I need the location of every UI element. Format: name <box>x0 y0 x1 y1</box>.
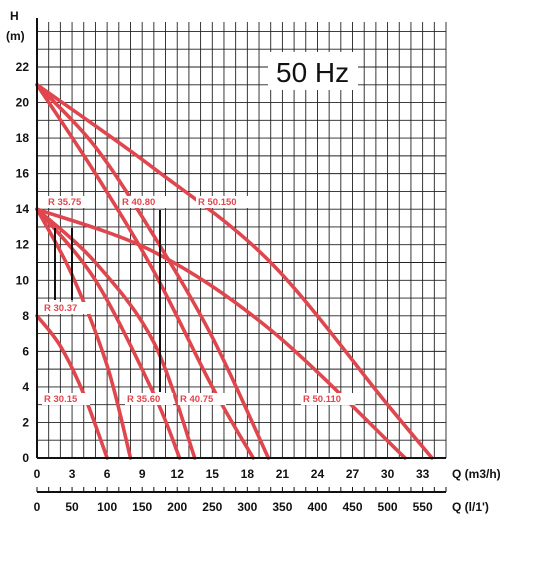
curve-label-bg <box>178 393 227 405</box>
y-axis-label: H <box>10 9 19 23</box>
curve-label: R 50.150 <box>198 197 237 208</box>
x2-tick-label: 100 <box>97 500 117 514</box>
curve-r-50-150 <box>35 82 434 460</box>
curve-label-bg <box>46 196 95 208</box>
curve-label-bg <box>125 393 174 405</box>
curve-label: R 40.80 <box>122 197 155 208</box>
y-tick-label: 20 <box>16 96 30 110</box>
x-tick-label: 18 <box>241 467 255 481</box>
x2-axis-label: Q (l/1') <box>452 500 489 514</box>
x-tick-label: 33 <box>416 467 430 481</box>
curve-r-50-110 <box>35 207 407 460</box>
y-tick-label: 22 <box>16 60 30 74</box>
x-tick-label: 21 <box>276 467 290 481</box>
x-tick-label: 24 <box>311 467 325 481</box>
y-axis-unit: (m) <box>6 29 25 43</box>
chart-title: 50 Hz <box>276 57 349 88</box>
curve-r-35-60 <box>35 207 182 460</box>
curve-label-bg <box>301 393 356 405</box>
x-tick-label: 0 <box>34 467 41 481</box>
curve-label: R 30.37 <box>44 303 77 314</box>
y-tick-label: 18 <box>16 131 30 145</box>
x2-tick-label: 550 <box>413 500 433 514</box>
curve-label-bg <box>120 196 169 208</box>
y-tick-label: 0 <box>22 451 29 465</box>
x2-tick-label: 250 <box>202 500 222 514</box>
x2-tick-label: 400 <box>307 500 327 514</box>
x-tick-label: 6 <box>104 467 111 481</box>
y-tick-label: 12 <box>16 238 30 252</box>
x2-tick-label: 50 <box>65 500 79 514</box>
curve-label: R 35.75 <box>48 197 82 208</box>
x-tick-label: 3 <box>69 467 76 481</box>
curve-label-bg <box>42 302 91 314</box>
operating-markers <box>54 210 161 392</box>
curve-label-bg <box>196 196 251 208</box>
y-tick-label: 8 <box>22 309 29 323</box>
curve-r-35-75 <box>35 82 255 460</box>
y-tick-label: 16 <box>16 167 30 181</box>
x2-tick-label: 0 <box>34 500 41 514</box>
x2-tick-label: 200 <box>167 500 187 514</box>
curve-label: R 35.60 <box>127 394 160 405</box>
x2-tick-label: 450 <box>342 500 362 514</box>
x-tick-label: 12 <box>171 467 185 481</box>
x2-tick-label: 500 <box>378 500 398 514</box>
y-tick-label: 6 <box>22 344 29 358</box>
curve-labels: R 35.75 R 40.80 R 50.150 R 30.37 R 30.15 R 35… <box>42 196 356 405</box>
curve-r-30-15 <box>35 314 109 460</box>
curve-label: R 50.110 <box>303 394 341 405</box>
curve-label: R 30.15 <box>44 394 78 405</box>
curves <box>35 82 434 460</box>
curve-label-bg <box>42 393 91 405</box>
y-tick-label: 4 <box>22 380 29 394</box>
x-tick-label: 9 <box>139 467 146 481</box>
curve-r-40-75 <box>35 207 197 460</box>
curve-r-40-80 <box>35 82 271 460</box>
y-tick-label: 14 <box>16 202 30 216</box>
curve-r-30-37 <box>35 207 133 460</box>
x2-tick-label: 150 <box>132 500 152 514</box>
curve-label: R 40.75 <box>180 394 214 405</box>
x-tick-label: 15 <box>206 467 220 481</box>
x-axis-label: Q (m3/h) <box>452 467 501 481</box>
x2-tick-label: 350 <box>272 500 292 514</box>
x2-tick-label: 300 <box>237 500 257 514</box>
y-tick-label: 10 <box>16 273 30 287</box>
title-box <box>268 52 358 90</box>
x-tick-label: 27 <box>346 467 360 481</box>
grid <box>36 22 447 459</box>
x-tick-label: 30 <box>381 467 395 481</box>
y-tick-label: 2 <box>22 415 29 429</box>
